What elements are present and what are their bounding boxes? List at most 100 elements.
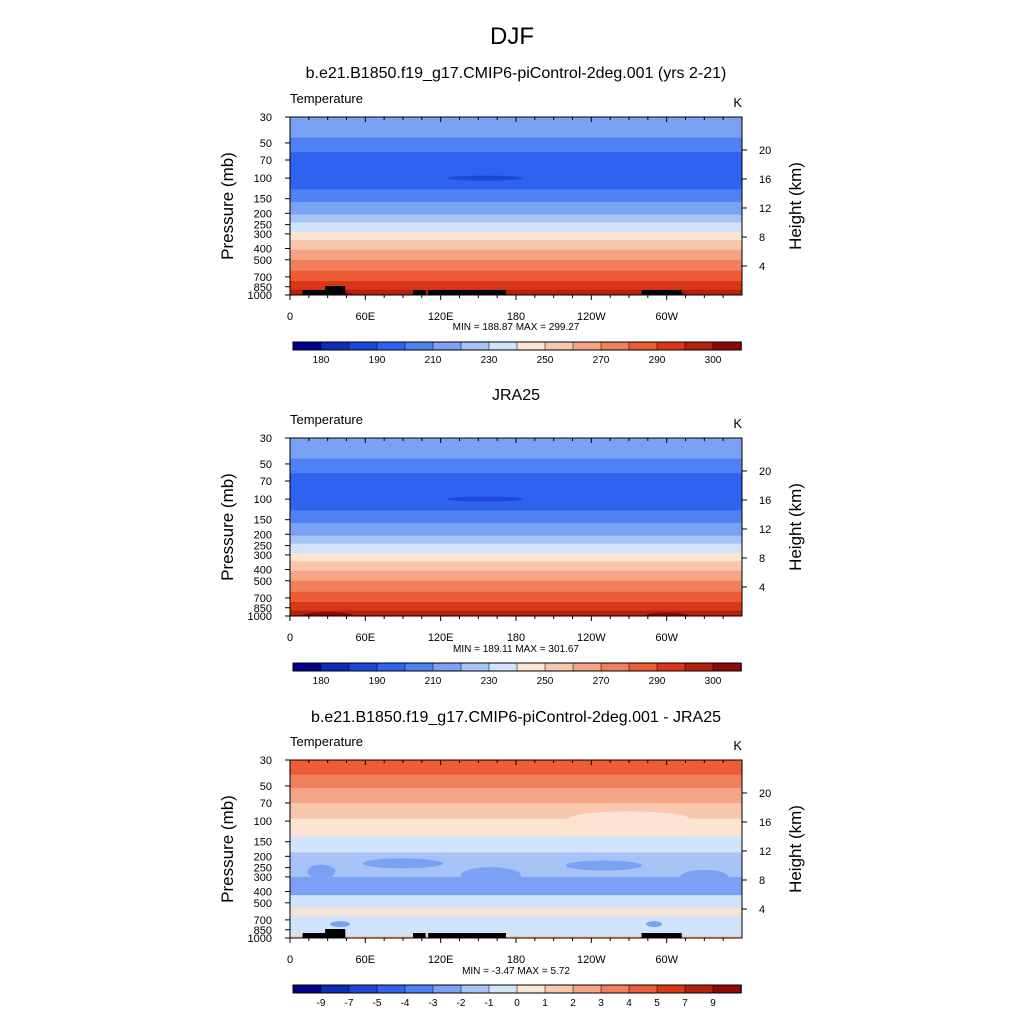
contour-band xyxy=(290,543,742,554)
colorbar-swatch xyxy=(292,662,322,672)
contour-feature xyxy=(506,823,577,834)
y-tick-label: 30 xyxy=(260,755,272,767)
terrain-mask xyxy=(641,290,682,295)
contour-band xyxy=(290,137,742,153)
colorbar-label: 0 xyxy=(514,998,520,1009)
colorbar-label: 180 xyxy=(313,676,330,687)
colorbar-swatch xyxy=(348,984,378,994)
colorbar-label: 190 xyxy=(369,676,386,687)
units-label: K xyxy=(733,738,742,753)
colorbar-swatch xyxy=(600,341,630,351)
contour-band xyxy=(290,189,742,203)
colorbar-swatch xyxy=(544,341,574,351)
colorbar-swatch xyxy=(656,662,686,672)
colorbar-label: 270 xyxy=(593,676,610,687)
colorbar-label: -4 xyxy=(401,998,410,1009)
colorbar-label: 290 xyxy=(649,355,666,366)
colorbar-label: 210 xyxy=(425,355,442,366)
y-right-tick-label: 12 xyxy=(759,203,771,215)
contour-feature xyxy=(446,175,523,181)
y-right-tick-label: 16 xyxy=(759,174,771,186)
contour-band xyxy=(290,915,742,937)
colorbar-label: -2 xyxy=(457,998,466,1009)
contour-band xyxy=(290,522,742,537)
y-axis-title: Pressure (mb) xyxy=(218,795,237,903)
contour-band xyxy=(290,152,742,191)
colorbar-swatch xyxy=(292,984,322,994)
panel-title: JRA25 xyxy=(492,387,540,404)
x-tick-label: 120W xyxy=(577,632,606,644)
min-max-stats: MIN = -3.47 MAX = 5.72 xyxy=(462,966,570,977)
colorbar-frame xyxy=(292,662,742,672)
colorbar-swatch xyxy=(460,662,490,672)
variable-label: Temperature xyxy=(290,91,363,106)
colorbar-swatch xyxy=(376,984,406,994)
colorbar-swatch xyxy=(460,341,490,351)
plot-area xyxy=(290,760,742,938)
colorbar-swatch xyxy=(684,984,714,994)
figure-title: DJF xyxy=(490,23,534,50)
colorbar-label: 290 xyxy=(649,676,666,687)
contour-feature xyxy=(646,921,663,928)
colorbar-swatch xyxy=(516,662,546,672)
colorbar-swatch xyxy=(376,341,406,351)
y-tick-label: 300 xyxy=(254,550,272,562)
units-label: K xyxy=(733,416,742,431)
y-tick-label: 100 xyxy=(254,494,272,506)
panel-title: b.e21.B1850.f19_g17.CMIP6-piControl-2deg… xyxy=(311,709,721,726)
colorbar-swatch xyxy=(516,341,546,351)
y-tick-label: 400 xyxy=(254,564,272,576)
y-tick-label: 30 xyxy=(260,433,272,445)
panel-3: b.e21.B1850.f19_g17.CMIP6-piControl-2deg… xyxy=(218,709,805,1009)
y-tick-label: 1000 xyxy=(248,611,272,623)
x-tick-label: 120W xyxy=(577,311,606,323)
y-right-tick-label: 20 xyxy=(759,788,771,800)
colorbar-label: 300 xyxy=(705,355,722,366)
colorbar-swatch xyxy=(432,662,462,672)
x-tick-label: 120E xyxy=(428,311,454,323)
y-right-axis-title: Height (km) xyxy=(786,805,805,893)
colorbar: 180 190 210 230 250 270 290 300 xyxy=(292,662,742,687)
colorbar-swatch xyxy=(628,341,658,351)
colorbar-swatch xyxy=(572,984,602,994)
contour-band xyxy=(290,836,742,853)
contour-band xyxy=(290,438,742,460)
colorbar-swatch xyxy=(488,984,518,994)
colorbar-swatch xyxy=(404,341,434,351)
colorbar-swatch xyxy=(572,341,602,351)
colorbar-label: -1 xyxy=(485,998,494,1009)
terrain-mask xyxy=(413,290,426,295)
y-axis-title: Pressure (mb) xyxy=(218,152,237,260)
y-right-tick-label: 4 xyxy=(759,582,765,594)
colorbar-swatch xyxy=(320,662,350,672)
y-axis-title: Pressure (mb) xyxy=(218,473,237,581)
plot-area xyxy=(290,117,742,295)
y-tick-label: 150 xyxy=(254,837,272,849)
y-tick-label: 150 xyxy=(254,194,272,206)
colorbar-swatch xyxy=(600,984,630,994)
contour-band xyxy=(290,774,742,789)
units-label: K xyxy=(733,95,742,110)
x-tick-label: 60W xyxy=(655,954,678,966)
contour-feature xyxy=(565,860,642,871)
y-tick-label: 1000 xyxy=(248,933,272,945)
y-tick-label: 100 xyxy=(254,816,272,828)
x-tick-label: 180 xyxy=(507,954,525,966)
colorbar-swatch xyxy=(656,341,686,351)
contour-band xyxy=(290,232,742,241)
contour-band xyxy=(290,214,742,224)
y-tick-label: 150 xyxy=(254,515,272,527)
x-tick-label: 180 xyxy=(507,311,525,323)
colorbar-label: 2 xyxy=(570,998,576,1009)
y-tick-label: 50 xyxy=(260,138,272,150)
variable-label: Temperature xyxy=(290,412,363,427)
x-tick-label: 60W xyxy=(655,632,678,644)
y-tick-label: 850 xyxy=(254,603,272,615)
y-right-tick-label: 8 xyxy=(759,553,765,565)
y-tick-label: 30 xyxy=(260,112,272,124)
x-tick-label: 120E xyxy=(428,632,454,644)
contour-band xyxy=(290,259,742,272)
colorbar-swatch xyxy=(376,662,406,672)
contour-band xyxy=(290,510,742,524)
